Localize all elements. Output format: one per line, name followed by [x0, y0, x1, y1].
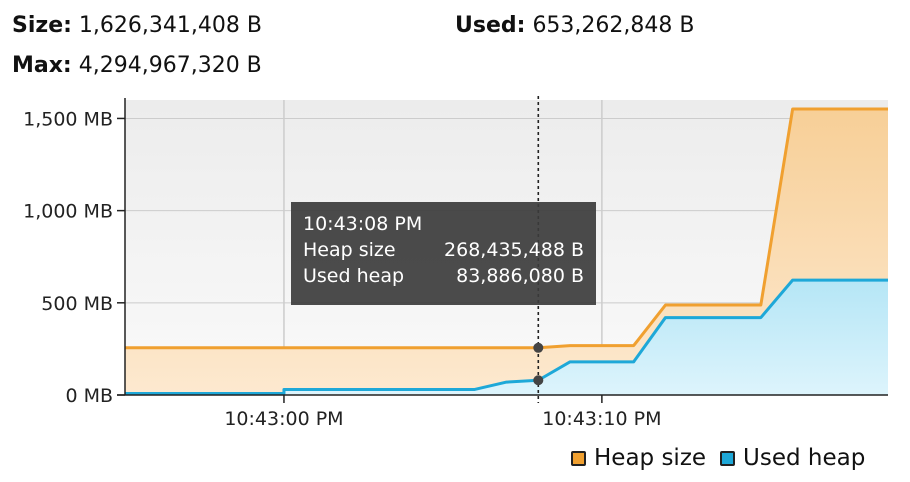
used-heap-line [125, 278, 888, 396]
legend-label-used-heap: Used heap [743, 445, 866, 471]
x-tick-label-1: 10:43:10 PM [542, 408, 661, 430]
chart-tooltip: 10:43:08 PM Heap size 268,435,488 B Used… [291, 202, 596, 305]
chart-legend: Heap size Used heap [571, 445, 865, 471]
heap-size-swatch [571, 450, 586, 466]
tooltip-heap-label: Heap size [303, 239, 396, 261]
size-stat: Size: 1,626,341,408 B [12, 13, 262, 39]
y-tick-label-2: 1,000 MB [23, 201, 113, 223]
cursor-marker-heap-size [533, 342, 544, 353]
max-value: 4,294,967,320 B [78, 53, 262, 78]
axes: 0 MB 500 MB 1,000 MB 1,500 MB 10:43:00 PM 10:… [23, 98, 888, 430]
tooltip-used-value: 83,886,080 B [456, 265, 584, 287]
x-tick-label-0: 10:43:00 PM [224, 408, 343, 430]
used-stat: Used: 653,262,848 B [455, 13, 694, 39]
heap-size-line [125, 107, 888, 350]
plot-area [125, 96, 888, 403]
cursor-marker-used-heap [533, 375, 544, 386]
size-value: 1,626,341,408 B [78, 13, 262, 38]
size-label: Size: [12, 13, 72, 38]
tooltip-used-row: Used heap 83,886,080 B [303, 263, 584, 289]
max-label: Max: [12, 53, 72, 78]
legend-item-heap-size[interactable]: Heap size [571, 445, 706, 471]
tooltip-time: 10:43:08 PM [303, 213, 423, 235]
y-tick-label-1: 500 MB [41, 293, 113, 315]
tooltip-heap-value: 268,435,488 B [444, 239, 584, 261]
used-label: Used: [455, 13, 526, 38]
memory-chart[interactable]: 0 MB 500 MB 1,000 MB 1,500 MB 10:43:00 PM 10:… [0, 90, 910, 430]
memory-stats: Size: 1,626,341,408 B Used: 653,262,848 … [0, 0, 910, 90]
tooltip-heap-row: Heap size 268,435,488 B [303, 237, 584, 263]
y-tick-label-0: 0 MB [65, 385, 113, 407]
used-heap-area [125, 280, 888, 395]
legend-label-heap-size: Heap size [594, 445, 707, 471]
y-tick-label-3: 1,500 MB [23, 108, 113, 130]
legend-item-used-heap[interactable]: Used heap [720, 445, 865, 471]
used-heap-swatch [720, 450, 736, 466]
tooltip-used-label: Used heap [303, 265, 405, 287]
used-value: 653,262,848 B [532, 13, 695, 38]
max-stat: Max: 4,294,967,320 B [12, 53, 262, 79]
